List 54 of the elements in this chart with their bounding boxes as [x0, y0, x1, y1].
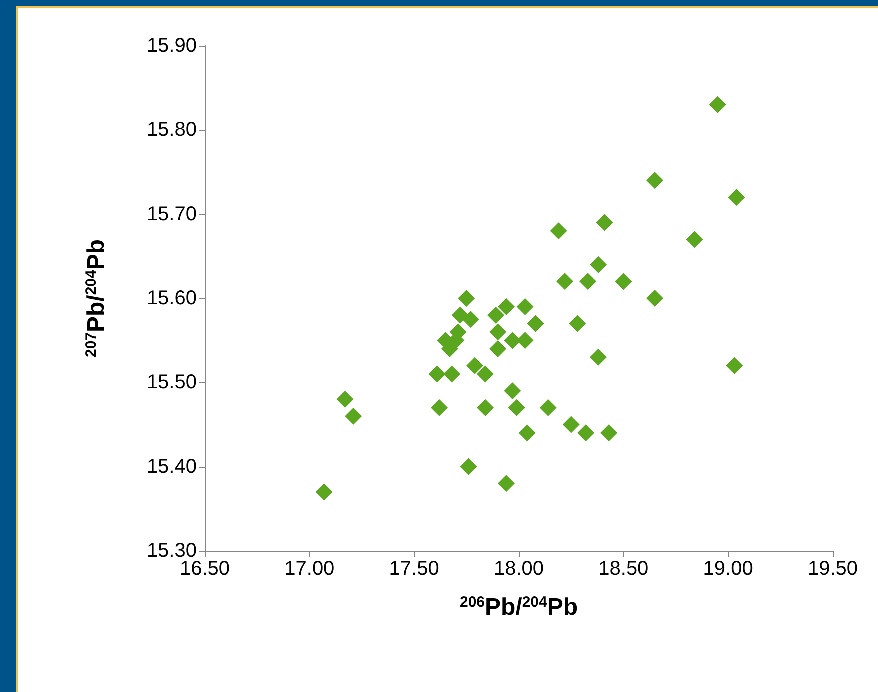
point: [709, 96, 726, 114]
point: [316, 484, 333, 501]
point: [600, 424, 618, 442]
point: [577, 424, 594, 442]
point: [444, 366, 461, 383]
point: [728, 189, 746, 206]
point: [487, 306, 504, 324]
point: [498, 475, 515, 492]
point: [477, 399, 494, 416]
y-tick-label: 15.70: [146, 203, 197, 226]
point: [596, 214, 614, 232]
x-tick-label: 18.00: [494, 558, 544, 580]
point: [466, 357, 484, 374]
x-tick-label: 18.50: [598, 558, 649, 580]
y-tick-label: 15.80: [146, 119, 197, 142]
point: [428, 366, 446, 383]
point: [562, 416, 580, 434]
point: [504, 382, 522, 400]
point: [590, 348, 608, 366]
point: [462, 311, 480, 328]
y-tick-label: 15.40: [146, 456, 197, 478]
point: [490, 340, 507, 358]
y-axis-title: 207Pb/204Pb: [83, 239, 110, 358]
y-tick-label: 15.60: [146, 288, 197, 310]
point: [516, 298, 534, 316]
point: [430, 399, 448, 416]
point: [726, 357, 744, 374]
y-tick-label: 15.50: [146, 372, 197, 394]
point: [452, 306, 469, 324]
y-tick-label: 15.90: [146, 35, 197, 57]
x-tick-label: 17.00: [284, 558, 335, 580]
point: [615, 273, 632, 290]
point: [590, 256, 608, 274]
point: [498, 298, 515, 316]
point: [540, 399, 557, 416]
x-tick-label: 17.50: [389, 558, 440, 580]
point: [336, 391, 354, 408]
point: [460, 458, 478, 476]
point: [550, 222, 568, 240]
point: [518, 424, 536, 442]
point: [345, 408, 362, 425]
point: [490, 324, 507, 341]
point: [646, 290, 664, 307]
point: [458, 290, 476, 307]
point: [569, 315, 586, 332]
point: [508, 399, 526, 416]
point: [646, 172, 664, 190]
point: [477, 366, 494, 383]
point: [556, 273, 574, 290]
point: [580, 273, 597, 290]
x-tick-label: 19.00: [703, 558, 754, 580]
point: [527, 315, 544, 332]
x-tick-label: 19.50: [808, 558, 858, 580]
point: [686, 231, 704, 248]
